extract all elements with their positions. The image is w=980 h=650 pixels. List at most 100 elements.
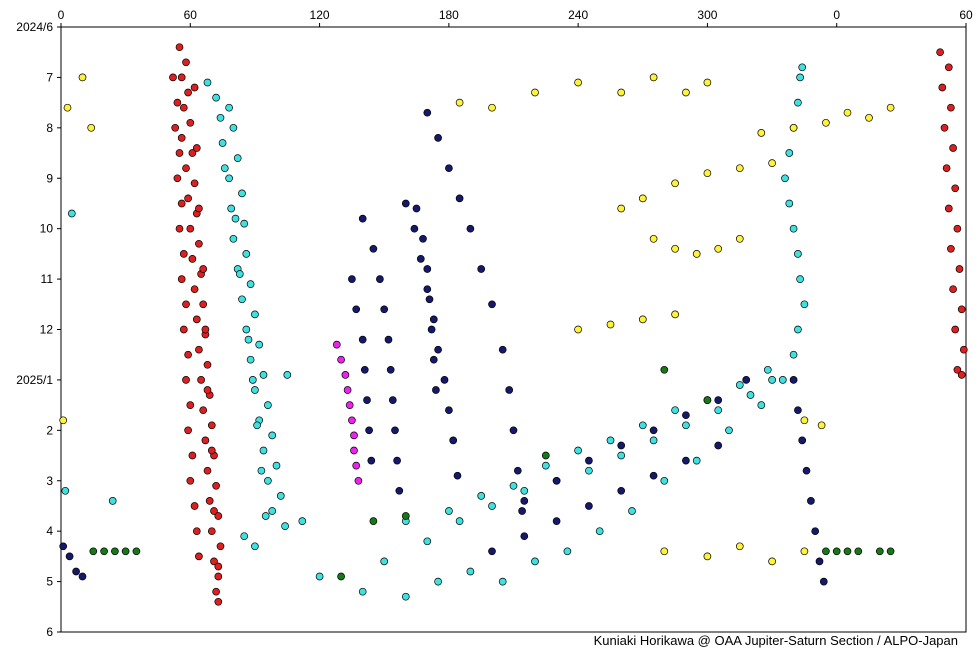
data-point-cyan [240, 532, 249, 541]
data-point-red [938, 83, 947, 92]
data-point-magenta [343, 386, 352, 394]
data-point-cyan [606, 436, 615, 445]
data-point-cyan [244, 335, 253, 344]
data-point-green [843, 547, 852, 556]
data-point-navy [466, 224, 475, 233]
data-point-cyan [108, 497, 117, 505]
data-point-navy [798, 436, 807, 445]
data-point-red [947, 103, 955, 112]
data-point-red [188, 149, 197, 157]
y-tick-label: 11 [41, 272, 54, 286]
data-point-yellow [574, 325, 582, 334]
data-marks [59, 43, 968, 606]
data-point-cyan [264, 476, 272, 485]
data-point-red [186, 118, 195, 127]
data-point-cyan [660, 476, 669, 485]
data-point-red [179, 250, 188, 258]
data-point-magenta [352, 461, 361, 470]
data-point-cyan [238, 295, 246, 304]
data-point-cyan [682, 421, 690, 430]
data-point-yellow [800, 416, 809, 425]
data-point-navy [423, 108, 432, 117]
data-point-yellow [660, 547, 669, 556]
data-point-green [100, 547, 108, 556]
data-point-navy [552, 476, 561, 485]
data-point-navy [445, 406, 453, 415]
data-point-red [184, 88, 192, 97]
data-point-cyan [268, 431, 277, 440]
data-point-navy [365, 426, 373, 435]
data-point-red [936, 48, 944, 57]
data-point-navy [714, 441, 723, 450]
data-point-red [177, 275, 186, 283]
x-tick-label: 60 [959, 8, 973, 22]
data-point-navy [65, 552, 74, 561]
data-point-red [182, 300, 190, 309]
data-point-navy [445, 164, 453, 173]
data-point-cyan [498, 577, 507, 586]
y-tick-label: 10 [40, 222, 54, 236]
data-point-red [942, 164, 951, 173]
data-point-magenta [332, 340, 341, 349]
data-point-navy [395, 486, 404, 495]
data-point-navy [72, 567, 80, 576]
data-point-red [957, 305, 966, 314]
data-point-yellow [768, 557, 776, 566]
data-point-green [875, 547, 884, 556]
data-point-cyan [276, 492, 285, 500]
data-point-navy [498, 345, 507, 354]
data-point-cyan [251, 310, 259, 319]
data-point-yellow [531, 88, 539, 97]
data-point-red [169, 73, 177, 82]
data-point-navy [819, 577, 828, 586]
data-point-red [951, 184, 960, 193]
data-point-red [201, 325, 210, 334]
data-point-cyan [574, 446, 582, 455]
data-point-red [947, 244, 955, 253]
data-point-red [953, 224, 962, 233]
x-tick-label: 300 [697, 8, 717, 22]
data-point-cyan [585, 466, 593, 475]
data-point-cyan [238, 189, 246, 198]
data-point-cyan [735, 381, 744, 389]
data-point-navy [742, 376, 751, 384]
y-tick-label: 4 [46, 524, 53, 538]
credit-text: Kuniaki Horikawa @ OAA Jupiter-Saturn Se… [594, 633, 958, 648]
data-point-navy [552, 517, 561, 525]
data-point-yellow [617, 204, 626, 213]
data-point-magenta [337, 355, 345, 364]
data-point-red [216, 542, 225, 551]
data-point-cyan [455, 517, 464, 525]
data-point-cyan [264, 401, 272, 409]
data-point-navy [429, 355, 438, 364]
data-point-cyan [216, 113, 225, 122]
data-point-green [854, 547, 863, 556]
data-point-yellow [638, 194, 647, 203]
data-point-red [940, 123, 949, 132]
data-point-cyan [251, 386, 259, 394]
data-point-navy [78, 572, 87, 581]
data-point-navy [380, 305, 389, 314]
data-point-cyan [796, 73, 804, 82]
data-point-red [955, 265, 964, 273]
data-point-cyan [789, 224, 798, 233]
data-point-navy [513, 466, 522, 475]
data-point-cyan [477, 492, 486, 500]
data-point-red [195, 345, 203, 354]
data-point-cyan [789, 350, 798, 359]
data-point-navy [520, 497, 529, 505]
data-point-green [121, 547, 130, 556]
data-point-navy [488, 300, 496, 309]
data-point-cyan [794, 325, 802, 334]
data-point-green [89, 547, 98, 556]
data-point-red [190, 502, 199, 510]
data-point-red [205, 497, 214, 505]
data-point-cyan [785, 199, 794, 208]
data-point-navy [432, 386, 440, 394]
data-point-red [210, 507, 218, 515]
data-point-navy [386, 365, 395, 374]
data-point-navy [358, 335, 367, 344]
data-point-cyan [253, 421, 261, 430]
x-axis-ticks: 0 60 120 180 240 300 0 60 [58, 8, 973, 27]
data-point-yellow [78, 73, 87, 82]
